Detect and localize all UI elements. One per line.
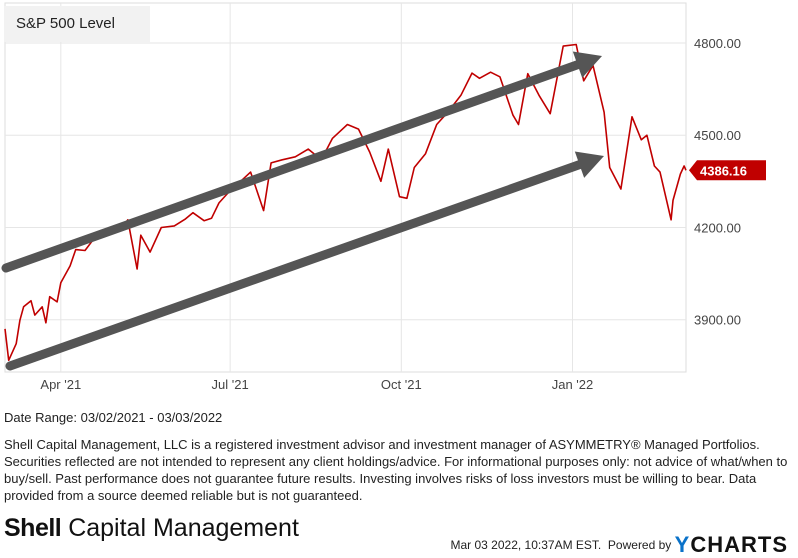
y-axis: 3900.00 4200.00 4500.00 4800.00 [694, 36, 741, 328]
y-tick-label: 3900.00 [694, 313, 741, 328]
date-range: Date Range: 03/02/2021 - 03/03/2022 [4, 410, 223, 425]
powered-by: Powered by [607, 538, 672, 552]
footer-timestamp: Mar 03 2022, 10:37AM EST. [450, 538, 602, 552]
disclaimer-text: Shell Capital Management, LLC is a regis… [4, 437, 788, 503]
ycharts-logo-y: Y [674, 532, 691, 557]
series-line-sp500 [4, 43, 687, 362]
chart-area: 3900.00 4200.00 4500.00 4800.00 Apr '21 Jul … [1, 2, 766, 392]
ycharts-logo-text: CHARTS [690, 532, 788, 557]
series-layer [4, 43, 687, 362]
brand-bold: Shell [4, 514, 62, 542]
y-tick-label: 4200.00 [694, 220, 741, 235]
last-value-marker: 4386.16 [689, 160, 766, 181]
x-tick-label: Oct '21 [381, 377, 422, 392]
y-tick-label: 4500.00 [694, 128, 741, 143]
upper-channel-arrow-shaft [1, 60, 583, 273]
lower-channel-arrow-shaft [5, 160, 584, 371]
legend-label: S&P 500 Level [16, 15, 115, 32]
annotation-layer [1, 51, 604, 371]
lower-channel-arrow [5, 151, 604, 371]
last-value-label: 4386.16 [700, 163, 747, 178]
ycharts-logo[interactable]: YCHARTS [675, 532, 788, 557]
x-tick-label: Jan '22 [552, 377, 594, 392]
shell-capital-logo: Shell Capital Management [4, 514, 299, 543]
x-tick-label: Apr '21 [40, 377, 81, 392]
x-axis: Apr '21 Jul '21 Oct '21 Jan '22 [40, 377, 593, 392]
upper-channel-arrow [1, 51, 602, 273]
legend: S&P 500 Level [4, 6, 150, 42]
x-tick-label: Jul '21 [212, 377, 249, 392]
brand-rest: Capital Management [61, 514, 299, 542]
y-tick-label: 4800.00 [694, 36, 741, 51]
last-value-flag [689, 160, 766, 181]
lower-channel-arrow-head [574, 151, 604, 178]
upper-channel-arrow-head [572, 51, 602, 78]
footer-attribution: Mar 03 2022, 10:37AM EST. Powered by YCH… [451, 532, 789, 558]
